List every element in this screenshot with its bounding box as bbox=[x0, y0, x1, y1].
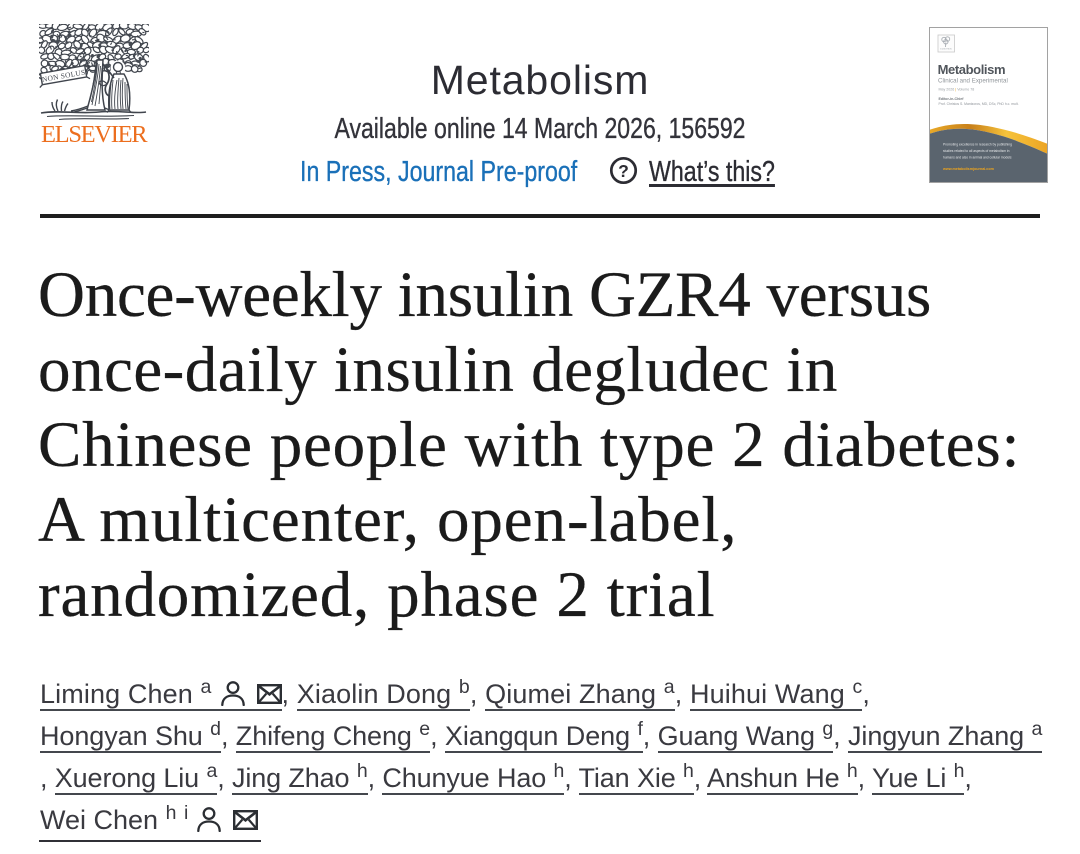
svg-text:Editor-in-Chief: Editor-in-Chief bbox=[939, 97, 965, 101]
svg-text:Clinical and Experimental: Clinical and Experimental bbox=[938, 78, 1008, 85]
svg-text:Metabolism: Metabolism bbox=[938, 62, 1006, 77]
svg-text:ELSEVIER: ELSEVIER bbox=[940, 48, 952, 51]
svg-text:www.metabolismjournal.com: www.metabolismjournal.com bbox=[942, 167, 995, 171]
svg-text:studies related to all aspects: studies related to all aspects of metabo… bbox=[943, 149, 1010, 153]
svg-text:May 2026 | Volume 78: May 2026 | Volume 78 bbox=[939, 88, 975, 92]
svg-text:Promoting excellence in resear: Promoting excellence in research by publ… bbox=[943, 143, 1012, 147]
svg-text:humans and also in animal and: humans and also in animal and cellular m… bbox=[943, 156, 1012, 160]
svg-text:Prof. Christos S. Mantzoros, M: Prof. Christos S. Mantzoros, MD, DSc, Ph… bbox=[939, 102, 1019, 106]
svg-text:?: ? bbox=[618, 161, 629, 181]
